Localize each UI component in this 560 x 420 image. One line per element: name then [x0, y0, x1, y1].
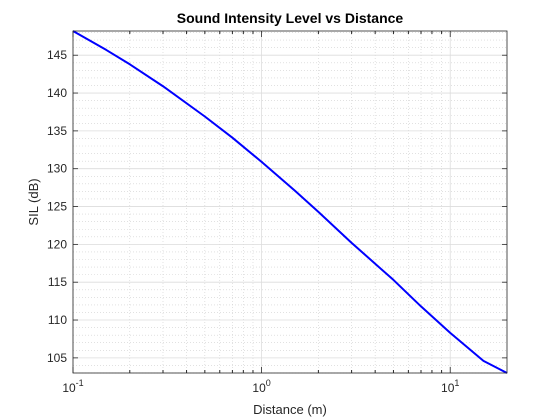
- y-tick-label: 135: [47, 124, 67, 138]
- x-tick-label: 101: [441, 378, 459, 395]
- y-tick-label: 120: [47, 237, 67, 251]
- x-tick-labels: 10-1 100 101: [62, 378, 459, 395]
- y-tick-label: 130: [47, 162, 67, 176]
- minor-grid: [73, 31, 507, 374]
- y-axis-title: SIL (dB): [26, 178, 41, 225]
- y-tick-label: 140: [47, 86, 67, 100]
- x-tick-label: 100: [252, 378, 270, 395]
- tick-marks: [72, 31, 507, 373]
- x-tick-label: 10-1: [62, 378, 83, 395]
- y-tick-label: 110: [48, 313, 67, 327]
- series-line-1: [72, 30, 508, 374]
- y-tick-labels: 105 110 115 120 125 130 135 140 145: [47, 48, 67, 365]
- y-tick-label: 115: [48, 275, 67, 289]
- major-grid: [72, 31, 507, 373]
- plot-box: [72, 30, 508, 374]
- y-tick-label: 145: [47, 48, 67, 62]
- chart-title: Sound Intensity Level vs Distance: [177, 10, 404, 26]
- x-axis-title: Distance (m): [253, 402, 327, 417]
- plot-area: [73, 31, 507, 373]
- series-layer: [72, 30, 508, 374]
- y-tick-label: 105: [47, 351, 67, 365]
- y-tick-label: 125: [47, 200, 67, 214]
